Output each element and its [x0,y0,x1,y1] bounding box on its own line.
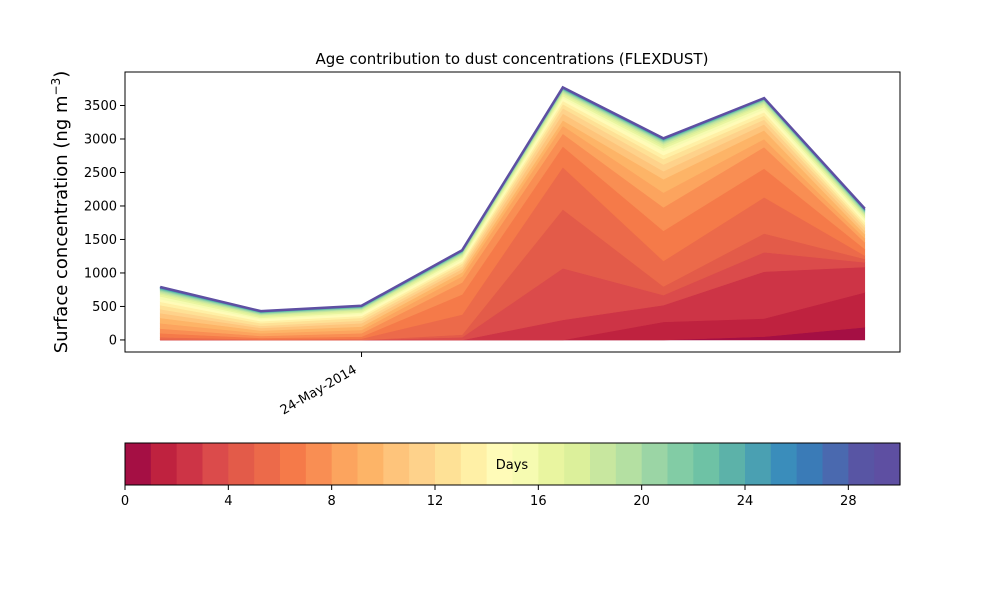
colorbar-swatch-day-22 [693,443,720,485]
colorbar-swatch-day-3 [202,443,229,485]
y-axis: 0 500 1000 1500 2000 2500 3000 3500 [84,99,125,348]
y-tick-label: 1500 [84,233,117,248]
colorbar-swatch-day-7 [305,443,333,485]
colorbar-swatch-day-21 [667,443,694,485]
y-tick-label: 500 [92,300,117,315]
colorbar-swatch-day-5 [254,443,281,485]
x-tick-label: 24-May-2014 [278,362,360,418]
area-layers [159,85,866,341]
colorbar-swatch-day-11 [409,443,436,485]
y-tick-label: 3000 [84,132,117,147]
y-tick-label: 3500 [84,99,117,114]
colorbar-swatch-day-25 [770,443,798,485]
chart-title: Age contribution to dust concentrations … [316,50,709,68]
colorbar-tick-label: 8 [328,494,336,509]
colorbar-swatch-day-28 [848,443,875,485]
colorbar: 0 4 8 12 16 20 24 28 [121,442,901,509]
y-tick-label: 0 [109,333,117,348]
colorbar-swatch-day-6 [280,443,307,485]
colorbar-swatch-day-14 [486,443,514,485]
colorbar-swatch-day-15 [512,443,539,485]
colorbar-swatch-day-19 [615,443,643,485]
colorbar-swatch-day-20 [641,443,669,485]
colorbar-swatch-day-29 [874,443,901,485]
colorbar-swatch-day-8 [331,443,359,485]
y-tick-label: 2500 [84,166,117,181]
colorbar-swatch-day-9 [357,443,384,485]
colorbar-swatch-day-23 [719,443,746,485]
colorbar-swatch-day-17 [564,443,591,485]
colorbar-swatch-day-1 [150,443,178,485]
colorbar-swatch-day-13 [460,443,488,485]
colorbar-label: Days [496,458,529,473]
colorbar-swatch-day-2 [176,443,204,485]
y-axis-label-superscript: −3 [49,78,63,96]
colorbar-tick-label: 24 [737,494,754,509]
y-axis-label-close: ) [51,71,72,78]
total-outline [159,85,866,313]
colorbar-tick-label: 28 [840,494,857,509]
colorbar-frame [124,442,901,486]
colorbar-swatch-day-16 [538,443,565,485]
colorbar-swatch-day-12 [435,443,462,485]
y-tick-label: 1000 [84,266,117,281]
y-axis-label-main: Surface concentration (ng m [51,95,72,353]
colorbar-tick-label: 4 [224,494,232,509]
colorbar-tick-label: 0 [121,494,129,509]
x-axis: 24-May-2014 [278,352,363,418]
colorbar-swatch-day-0 [125,443,152,485]
y-axis-label: Surface concentration (ng m−3) [49,71,72,354]
colorbar-swatch-day-27 [822,443,849,485]
colorbar-swatch-day-24 [745,443,772,485]
colorbar-swatch-day-26 [796,443,824,485]
colorbar-swatch-day-4 [228,443,255,485]
colorbar-tick-label: 12 [427,494,444,509]
colorbar-tick-label: 20 [633,494,650,509]
colorbar-tick-label: 16 [530,494,547,509]
y-tick-label: 2000 [84,199,117,214]
colorbar-swatch-day-10 [383,443,410,485]
colorbar-swatch-day-18 [590,443,617,485]
plot-frame [124,71,901,353]
